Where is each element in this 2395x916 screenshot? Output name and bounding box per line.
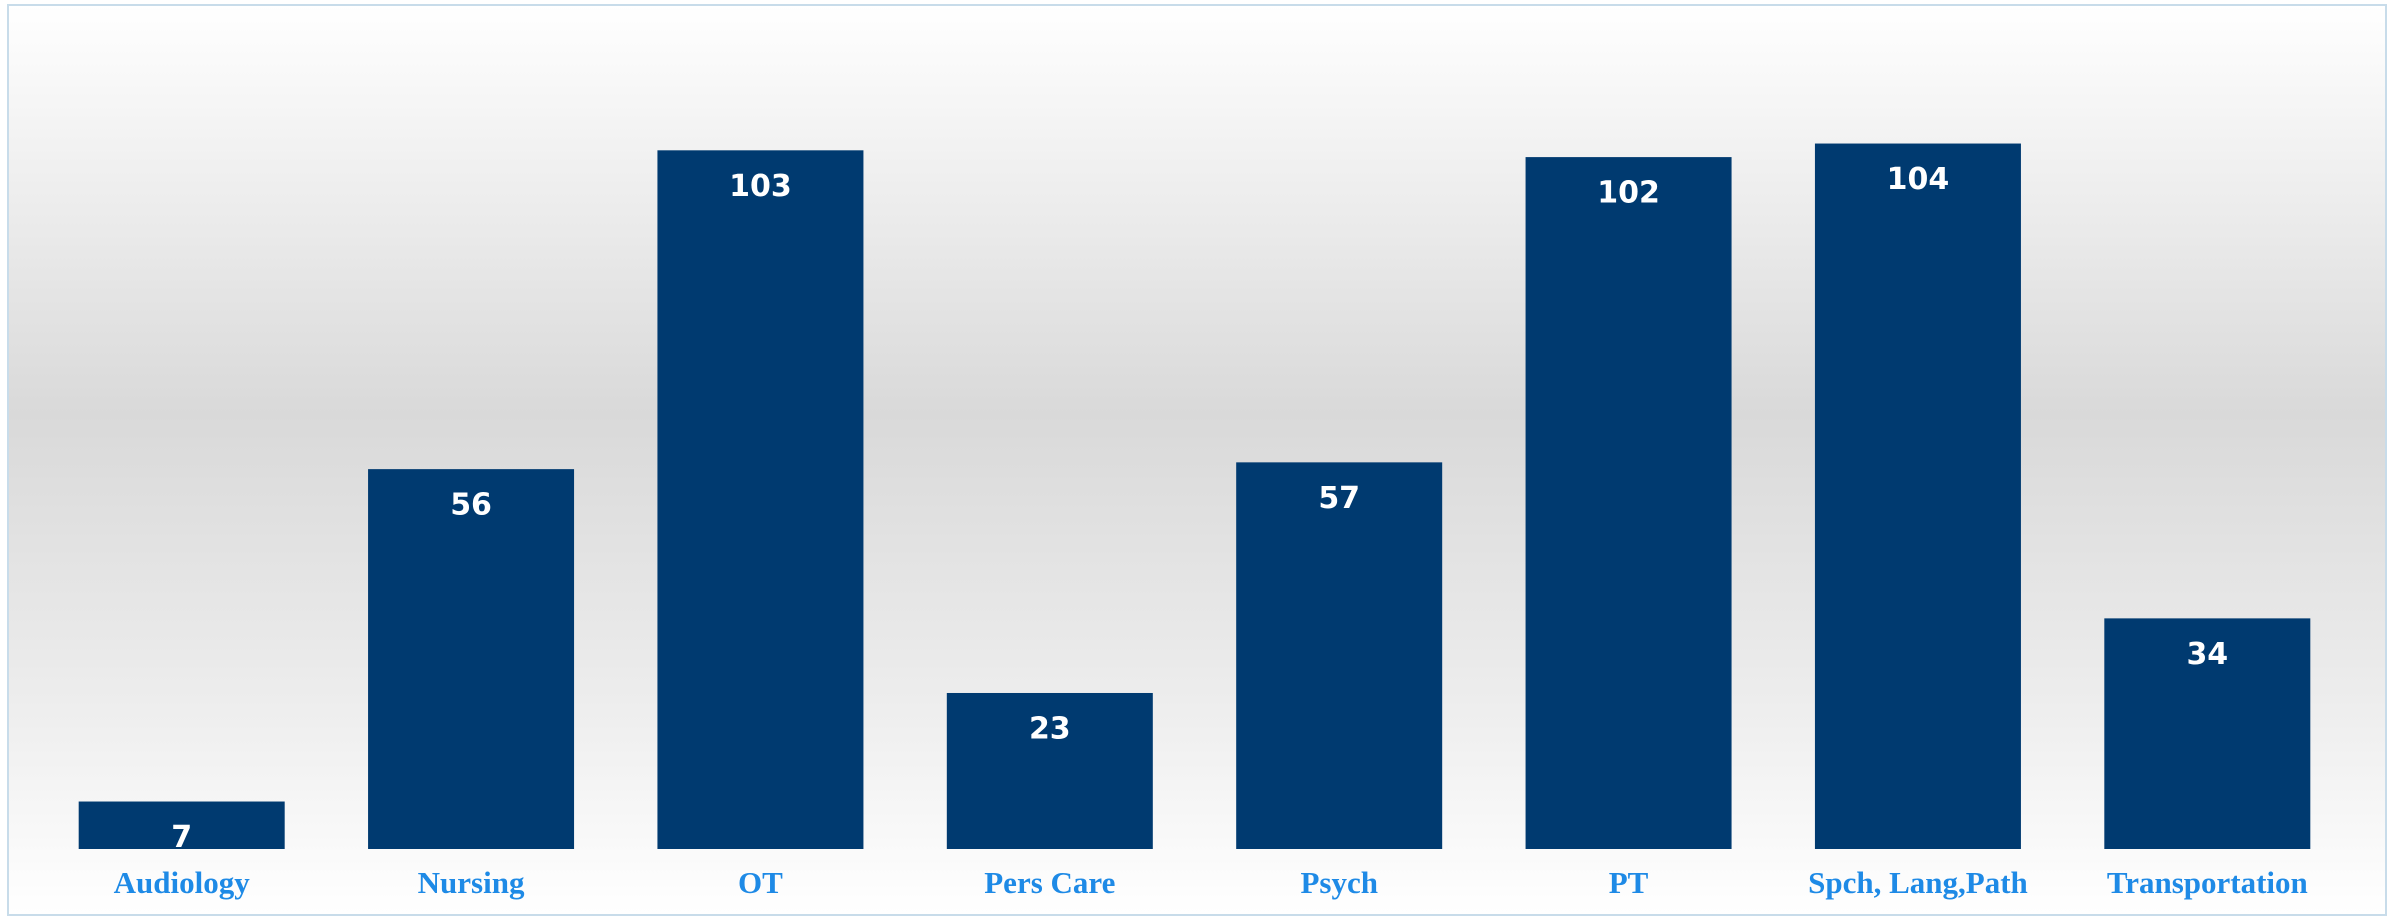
value-label: 23 (1029, 711, 1071, 746)
x-tick-label: Spch, Lang,Path (1808, 865, 2028, 900)
value-label: 7 (171, 820, 192, 855)
value-label: 56 (450, 488, 492, 523)
value-label: 104 (1887, 162, 1950, 197)
x-tick-label: Audiology (114, 865, 251, 900)
bar (2104, 618, 2311, 849)
bar (946, 692, 1153, 849)
bar (1814, 143, 2021, 850)
bar (657, 150, 864, 850)
x-tick-label: OT (738, 865, 783, 900)
x-tick-label: PT (1609, 865, 1649, 900)
plot-background (7, 4, 2387, 916)
value-label: 34 (2186, 637, 2228, 672)
x-tick-label: Nursing (418, 865, 525, 900)
x-tick-label: Pers Care (984, 865, 1115, 900)
bar (1236, 462, 1443, 849)
value-label: 102 (1597, 176, 1660, 211)
bar (1525, 157, 1732, 850)
value-label: 103 (729, 169, 792, 204)
x-tick-label: Transportation (2107, 865, 2308, 900)
bar (78, 801, 285, 849)
bar (368, 469, 575, 849)
x-tick-label: Psych (1300, 865, 1378, 900)
value-label: 57 (1318, 481, 1360, 516)
